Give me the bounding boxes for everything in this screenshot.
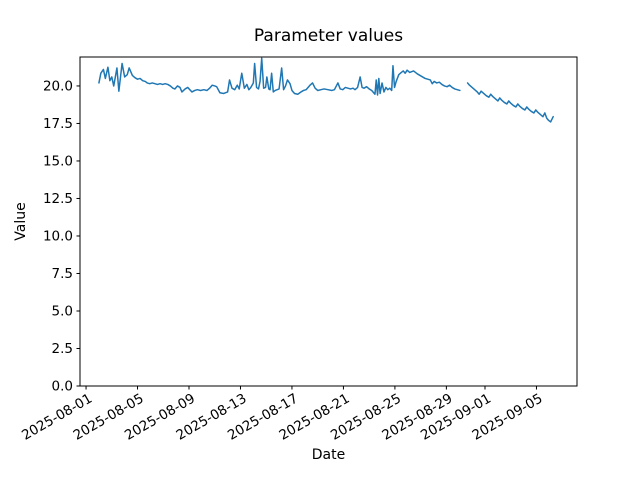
x-axis-ticks: 2025-08-012025-08-052025-08-092025-08-13… xyxy=(19,386,545,444)
y-tick-label: 2.5 xyxy=(52,341,73,357)
plot-area xyxy=(79,56,578,387)
data-series xyxy=(98,57,554,123)
y-tick-label: 12.5 xyxy=(43,191,73,207)
y-tick-label: 17.5 xyxy=(43,116,73,132)
y-tick-label: 15.0 xyxy=(43,153,73,169)
y-tick-label: 10.0 xyxy=(43,228,73,244)
y-tick-label: 20.0 xyxy=(43,78,73,94)
y-tick-label: 0.0 xyxy=(52,379,73,395)
chart-title: Parameter values xyxy=(254,26,403,46)
y-tick-label: 5.0 xyxy=(52,303,73,319)
series-line xyxy=(98,57,554,123)
y-axis-ticks: 0.0 2.5 5.0 7.5 10.0 12.5 15.0 17.5 20.0 xyxy=(43,78,80,395)
y-tick-label: 7.5 xyxy=(52,266,73,282)
x-axis-label: Date xyxy=(312,447,345,463)
y-axis-label: Value xyxy=(13,202,29,240)
